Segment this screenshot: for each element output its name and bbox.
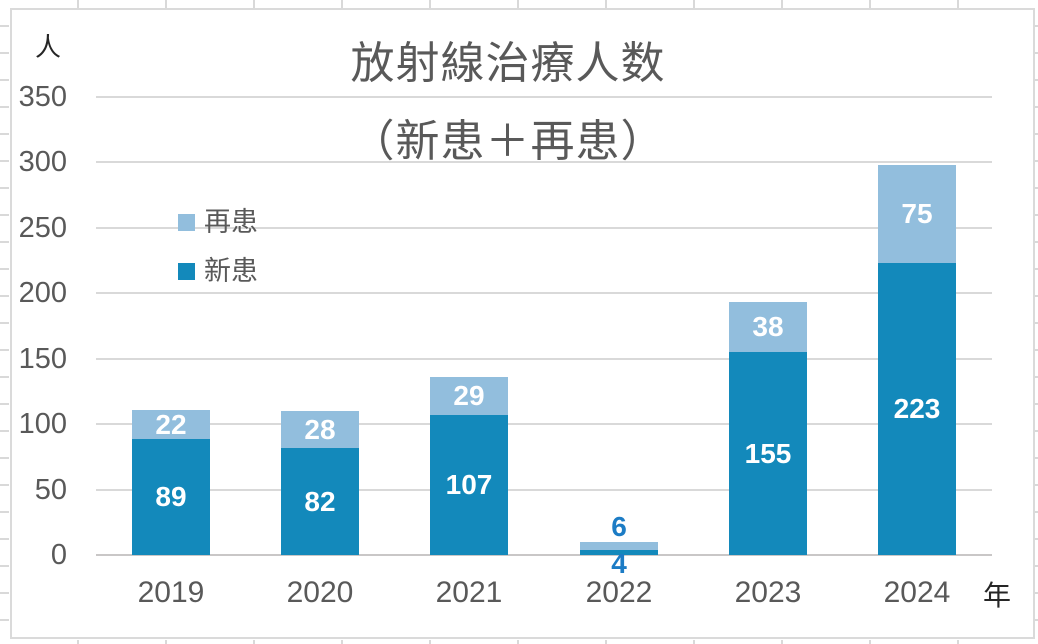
- legend-item[interactable]: 新患: [178, 254, 258, 288]
- sheet-gridlines-top: [0, 0, 1038, 8]
- x-tick-label: 2020: [286, 576, 354, 609]
- bar-segment[interactable]: [281, 411, 359, 448]
- data-label: 28: [304, 414, 336, 445]
- data-label: 29: [453, 380, 485, 411]
- data-label: 89: [155, 481, 187, 512]
- legend-swatch: [178, 262, 195, 280]
- legend-swatch: [178, 213, 195, 231]
- data-label: 107: [445, 469, 493, 500]
- x-axis-line: [96, 554, 992, 556]
- x-tick-label: 2024: [883, 576, 951, 609]
- x-axis-unit-label: 年: [982, 580, 1011, 611]
- bar-segment[interactable]: [132, 410, 210, 439]
- y-tick-label: 250: [18, 212, 67, 244]
- data-label: 38: [752, 311, 784, 342]
- chart-title-line2: （新患＋再患）: [350, 117, 666, 166]
- bar-segment[interactable]: [729, 352, 807, 555]
- data-label: 82: [304, 486, 336, 517]
- y-tick-label: 150: [18, 343, 67, 375]
- y-tick-label: 50: [34, 474, 67, 506]
- y-tick-label: 100: [18, 408, 67, 440]
- gridline: [96, 161, 992, 163]
- data-label: 6: [611, 511, 627, 542]
- bar-segment[interactable]: [281, 448, 359, 555]
- data-label: 75: [901, 198, 933, 229]
- y-tick-label: 200: [18, 277, 67, 309]
- bar-segment[interactable]: [580, 550, 658, 555]
- chart-title[interactable]: 放射線治療人数 （新患＋再患）: [10, 25, 1006, 181]
- legend-label: 新患: [204, 256, 258, 286]
- x-tick-label: 2021: [435, 576, 503, 609]
- sheet-gridlines-bottom: [0, 640, 1038, 644]
- y-tick-label: 0: [50, 539, 67, 571]
- bar-segment[interactable]: [430, 415, 508, 555]
- y-tick-label: 300: [18, 146, 67, 178]
- bar-segment[interactable]: [729, 302, 807, 352]
- data-label: 22: [155, 409, 187, 440]
- bar-segment[interactable]: [878, 263, 956, 555]
- x-tick-label: 2019: [137, 576, 205, 609]
- bar-segment[interactable]: [580, 542, 658, 550]
- legend[interactable]: 再患 新患: [178, 205, 258, 303]
- bar-segment[interactable]: [132, 439, 210, 555]
- data-label: 223: [893, 393, 941, 424]
- legend-label: 再患: [204, 207, 258, 237]
- gridline: [96, 227, 992, 229]
- legend-item[interactable]: 再患: [178, 205, 258, 239]
- gridline: [96, 292, 992, 294]
- x-tick-label: 2023: [734, 576, 802, 609]
- gridline: [96, 96, 992, 98]
- bar-segment[interactable]: [878, 165, 956, 263]
- gridline: [96, 489, 992, 491]
- data-label: 155: [744, 438, 792, 469]
- y-tick-label: 350: [18, 81, 67, 113]
- x-tick-label: 2022: [585, 576, 653, 609]
- chart-title-line1: 放射線治療人数: [350, 39, 666, 88]
- y-axis-unit-label: 人: [34, 32, 61, 62]
- data-label: 4: [611, 548, 627, 579]
- gridline: [96, 358, 992, 360]
- gridline: [96, 423, 992, 425]
- bar-segment[interactable]: [430, 377, 508, 415]
